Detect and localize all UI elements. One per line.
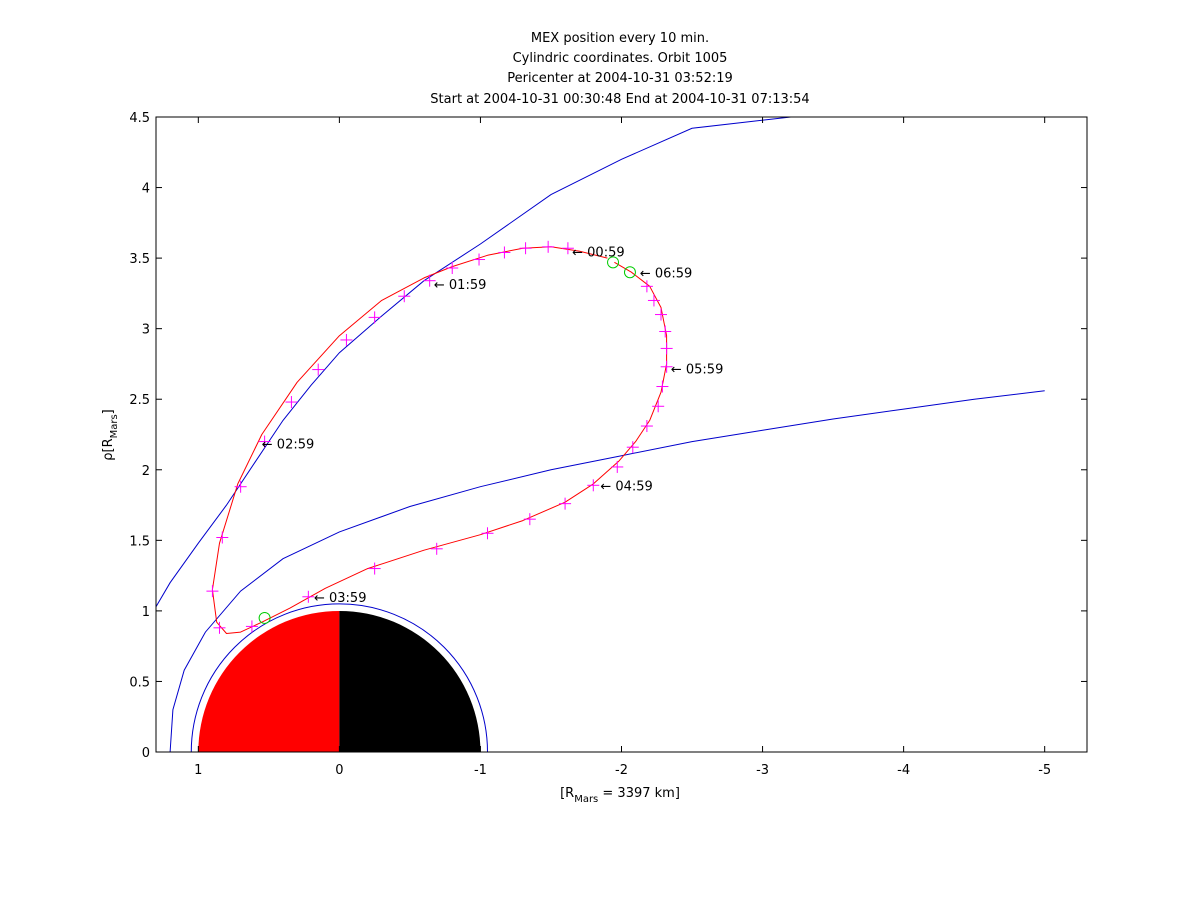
orbit-position-marker: [312, 363, 325, 376]
y-tick-label: 2.5: [129, 393, 150, 408]
time-annotation: ← 04:59: [600, 480, 653, 495]
y-axis-label: ρ[RMars]: [101, 409, 120, 461]
orbit-position-marker: [340, 333, 353, 346]
time-annotation: ← 03:59: [314, 591, 367, 606]
orbit-position-marker: [430, 542, 443, 555]
orbit-endpoint-circle: [607, 256, 620, 269]
orbit-position-marker: [473, 253, 486, 266]
y-axis-label-subscript: Mars: [109, 414, 120, 438]
y-tick-label: 0.5: [129, 675, 150, 690]
y-tick-label: 1.5: [129, 534, 150, 549]
orbit-position-marker: [652, 400, 665, 413]
time-annotation: ← 05:59: [671, 363, 724, 378]
x-tick-label: -5: [1038, 763, 1051, 778]
orbit-position-marker: [446, 261, 459, 274]
orbit-position-marker: [626, 441, 639, 454]
time-annotation: ← 02:59: [262, 437, 315, 452]
y-tick-label: 0: [142, 746, 150, 761]
x-tick-label: 0: [335, 763, 343, 778]
x-axis-label-subscript: Mars: [574, 794, 598, 805]
chart-title-line-2: Cylindric coordinates. Orbit 1005: [513, 51, 728, 66]
orbit-position-marker: [398, 290, 411, 303]
plot-area: ← 00:59 ← 01:59 ← 02:59 ← 03:59 ← 04:59 ← 05:…: [156, 117, 1045, 752]
orbit-position-marker: [216, 531, 229, 544]
time-annotation: ← 01:59: [434, 278, 487, 293]
x-axis-label: [RMars = 3397 km]: [560, 786, 680, 805]
orbit-position-marker: [561, 242, 574, 255]
orbit-position-marker: [213, 621, 226, 634]
orbit-position-marker: [302, 590, 315, 603]
orbit-position-marker: [368, 311, 381, 324]
orbit-position-marker: [587, 479, 600, 492]
orbit-position-marker: [258, 435, 271, 448]
orbit-position-marker: [206, 585, 219, 598]
orbit-position-marker: [245, 620, 258, 633]
orbit-position-marker: [611, 460, 624, 473]
time-annotation: ← 00:59: [572, 245, 625, 260]
orbit-position-marker: [285, 396, 298, 409]
magnetic-pileup-boundary-curve: [169, 390, 1045, 752]
orbit-position-marker: [498, 246, 511, 259]
chart-title-line-3: Pericenter at 2004-10-31 03:52:19: [507, 71, 733, 86]
x-tick-label: -1: [474, 763, 487, 778]
orbit-position-marker: [640, 280, 653, 293]
orbit-position-marker: [423, 274, 436, 287]
orbit-position-marker: [659, 325, 672, 338]
axis-ticks: 1 0 -1 -2 -3 -4 -5 0 0.5 1 1.5 2 2.5 3 3.5 4 4.5: [129, 111, 1087, 778]
orbit-position-marker: [368, 562, 381, 575]
time-annotation: ← 06:59: [640, 267, 693, 282]
chart-title-line-4: Start at 2004-10-31 00:30:48 End at 2004…: [430, 92, 809, 107]
x-tick-label: -2: [615, 763, 628, 778]
y-tick-label: 1: [142, 605, 150, 620]
orbit-position-marker: [647, 294, 660, 307]
x-tick-label: -3: [756, 763, 769, 778]
y-tick-label: 4.5: [129, 111, 150, 126]
orbit-endpoint-circle: [258, 611, 271, 624]
orbit-position-marker: [523, 513, 536, 526]
bow-shock-curve: [156, 117, 791, 607]
chart-title-line-1: MEX position every 10 min.: [531, 31, 709, 46]
orbit-position-marker: [654, 308, 667, 321]
orbit-position-marker: [660, 342, 673, 355]
orbit-position-marker: [542, 240, 555, 253]
planet-obstacle-circle: [190, 603, 488, 752]
y-tick-label: 2: [142, 464, 150, 479]
y-tick-label: 4: [142, 182, 150, 197]
x-tick-label: -4: [897, 763, 910, 778]
orbit-position-marker: [660, 360, 673, 373]
orbit-position-marker: [640, 420, 653, 433]
x-tick-label: 1: [194, 763, 202, 778]
orbit-position-marker: [234, 480, 247, 493]
orbit-position-marker: [519, 242, 532, 255]
orbit-position-marker: [559, 497, 572, 510]
orbit-endpoint-circle: [623, 266, 636, 279]
y-tick-label: 3: [142, 323, 150, 338]
orbit-position-marker: [656, 380, 669, 393]
y-tick-label: 3.5: [129, 252, 150, 267]
planet-nightside: [339, 610, 481, 752]
planet-dayside: [198, 610, 340, 752]
orbit-position-marker: [481, 527, 494, 540]
